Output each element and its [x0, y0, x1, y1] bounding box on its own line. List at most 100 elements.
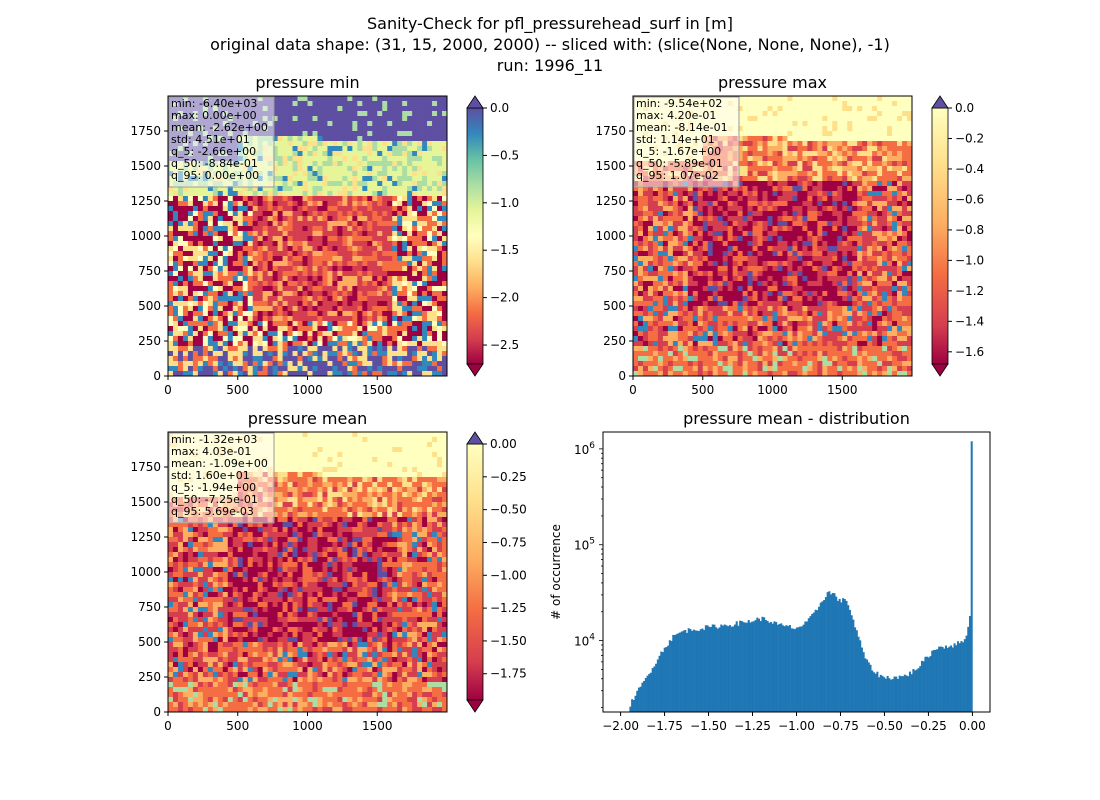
histogram-bar	[746, 622, 749, 712]
stat-line: min: -1.32e+03	[171, 433, 257, 446]
histogram-bar	[896, 678, 899, 712]
stat-line: mean: -2.62e+00	[171, 121, 268, 134]
histogram-bar	[770, 622, 773, 712]
histogram-bar	[845, 600, 848, 712]
y-tick-label: 1250	[595, 194, 626, 208]
histogram-bar	[824, 597, 827, 712]
histogram-bar	[836, 600, 839, 712]
colorbar-tick-label: −0.5	[490, 148, 519, 162]
stat-line: q_50: -5.89e-01	[636, 157, 723, 170]
stat-line: max: 4.20e-01	[636, 109, 716, 122]
histogram-bar	[830, 594, 833, 712]
histogram-bar	[787, 626, 790, 712]
histogram-bar	[910, 674, 913, 712]
heatmap-panel-min: pressure min 0 500 1000 1500 0 250 500 750 1000 12…	[130, 73, 519, 397]
histogram-bar	[646, 675, 649, 712]
histogram-bar	[878, 677, 881, 712]
y-tick-label: 1750	[130, 124, 161, 138]
suptitle: Sanity-Check for pfl_pressurehead_surf i…	[210, 14, 890, 76]
colorbar-tick-label: −1.4	[955, 314, 984, 328]
histogram-bar	[699, 629, 702, 712]
histogram-bar	[660, 651, 663, 712]
colorbar-mean: 0.00 −0.25 −0.50 −0.75 −1.00 −1.25 −1.50 −1.75	[466, 431, 527, 713]
histogram-bar	[932, 650, 935, 712]
stat-line: mean: -8.14e-01	[636, 121, 728, 134]
y-tick-label: 250	[138, 334, 161, 348]
histogram-bar	[931, 650, 934, 712]
colorbar-tick-label: −1.6	[955, 345, 984, 359]
histogram-bar	[672, 634, 675, 712]
histogram-bar	[888, 678, 891, 712]
histogram-bar	[819, 602, 822, 712]
histogram-bar	[799, 626, 802, 712]
x-tick-label: −0.50	[866, 719, 903, 733]
histogram-bar	[967, 626, 970, 712]
histogram-bar	[855, 630, 858, 712]
histogram-bar	[737, 625, 740, 712]
histogram-bar	[722, 625, 725, 712]
histogram-bar	[684, 629, 687, 712]
histogram-bar	[691, 630, 694, 712]
y-tick-label: 250	[603, 334, 626, 348]
colorbar-tick-label: −0.8	[955, 223, 984, 237]
histogram-bar	[871, 670, 874, 712]
y-tick-label: 1750	[130, 460, 161, 474]
histogram-bar	[823, 600, 826, 712]
histogram-bar	[725, 625, 728, 712]
histogram-bar	[926, 656, 929, 712]
histogram-bar	[938, 646, 941, 712]
x-tick-label: 0	[164, 383, 172, 397]
histogram-bar	[756, 617, 759, 712]
histogram-bar	[792, 628, 795, 712]
stat-line: std: 4.51e+01	[171, 133, 250, 146]
histogram-bar	[857, 636, 860, 712]
histogram-bar	[907, 676, 910, 712]
histogram-bar	[679, 632, 682, 712]
panel-title-distribution: pressure mean - distribution	[683, 409, 910, 428]
histogram-bar	[941, 646, 944, 712]
histogram-bar	[701, 628, 704, 712]
histogram-bar	[675, 634, 678, 712]
x-tick-label: 500	[691, 383, 714, 397]
histogram-bar	[812, 612, 815, 712]
histogram-bar	[713, 624, 716, 712]
histogram-bars	[629, 441, 973, 712]
y-axis-label: # of occurrence	[549, 524, 563, 620]
y-tick-label: 1000	[130, 565, 161, 579]
y-tick-label: 1250	[130, 194, 161, 208]
histogram-bar	[912, 668, 915, 712]
histogram-bar	[869, 664, 872, 712]
histogram-bar	[694, 630, 697, 712]
histogram-bar	[970, 441, 973, 712]
histogram-bar	[840, 602, 843, 712]
histogram-bar	[704, 625, 707, 712]
colorbar-tick-label: −1.2	[955, 284, 984, 298]
histogram-bar	[902, 676, 905, 712]
stat-line: q_50: -7.25e-01	[171, 493, 258, 506]
x-tick-label: 0.00	[959, 719, 986, 733]
histogram-bar	[735, 621, 738, 712]
histogram-bar	[953, 643, 956, 712]
histogram-bar	[804, 621, 807, 712]
colorbar-tick-label: −0.25	[490, 470, 527, 484]
histogram-bar	[927, 657, 930, 712]
histogram-bar	[886, 675, 889, 712]
stat-line: std: 1.60e+01	[171, 469, 250, 482]
histogram-bar	[778, 623, 781, 712]
colorbar-tick-label: −1.00	[490, 568, 527, 582]
suptitle-line-1: Sanity-Check for pfl_pressurehead_surf i…	[367, 14, 733, 34]
x-tick-label: −1.50	[690, 719, 727, 733]
histogram-bar	[956, 641, 959, 712]
colorbar-tick-label: −0.75	[490, 535, 527, 549]
x-tick-label: −0.75	[822, 719, 859, 733]
histogram-bar	[673, 634, 676, 712]
colorbar-tick-label: −2.5	[490, 338, 519, 352]
histogram-bar	[968, 615, 971, 712]
histogram-bar	[780, 623, 783, 712]
y-tick-label: 0	[153, 369, 161, 383]
histogram-bar	[649, 672, 652, 712]
x-tick-label: 0	[164, 719, 172, 733]
histogram-bar	[703, 629, 706, 712]
x-tick-label: −1.00	[778, 719, 815, 733]
